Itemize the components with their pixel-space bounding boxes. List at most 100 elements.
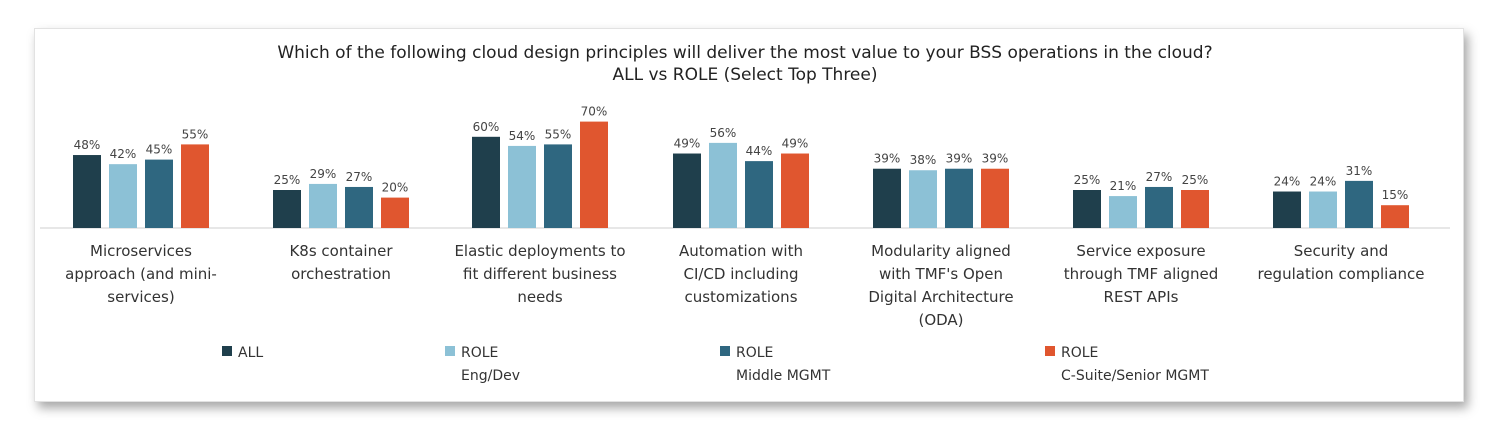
legend-label-1: ALL [238, 345, 263, 361]
chart-subtitle: ALL vs ROLE (Select Top Three) [612, 65, 877, 85]
value-label-5-4: 39% [982, 152, 1009, 166]
value-label-1-3: 45% [146, 143, 173, 157]
category-label-line: services) [107, 288, 174, 306]
category-label-5: Modularity aligned with TMF's Open Digital… [868, 242, 1013, 329]
bar-7-series-2 [1309, 191, 1337, 228]
category-label-line: Automation with [679, 242, 803, 260]
category-label-line: Digital Architecture [868, 288, 1013, 306]
value-label-7-3: 31% [1346, 164, 1373, 178]
category-label-line: orchestration [291, 265, 391, 283]
bar-6-series-4 [1181, 190, 1209, 228]
bar-3-series-3 [544, 144, 572, 228]
bar-2-series-2 [309, 183, 337, 228]
category-label-line: Security and [1294, 242, 1389, 260]
value-label-3-3: 55% [545, 127, 572, 141]
legend-swatch-1 [222, 346, 232, 356]
category-label-line: K8s container [289, 242, 393, 260]
category-label-line: through TMF aligned [1064, 265, 1219, 283]
legend-label-2: ROLE Eng/Dev [461, 345, 520, 384]
bar-5-series-3 [945, 168, 973, 228]
bar-7-series-1 [1273, 191, 1301, 228]
value-label-6-4: 25% [1182, 173, 1209, 187]
bar-4-series-4 [781, 153, 809, 228]
category-label-6: Service exposure through TMF aligned REST … [1064, 242, 1219, 306]
bar-3-series-1 [472, 136, 500, 228]
bar-4-series-3 [745, 161, 773, 228]
bar-3-series-4 [580, 121, 608, 228]
bar-6-series-2 [1109, 196, 1137, 228]
legend-label-3: ROLE Middle MGMT [736, 345, 831, 384]
bar-3-series-2 [508, 145, 536, 228]
category-label-4: Automation with CI/CD including customizat… [679, 242, 803, 306]
legend-swatch-3 [720, 346, 730, 356]
category-label-line: CI/CD including [683, 265, 798, 283]
bar-4-series-1 [673, 153, 701, 228]
legend-label-line: Eng/Dev [461, 368, 520, 384]
category-label-line: Microservices [90, 242, 192, 260]
category-label-line: regulation compliance [1257, 265, 1424, 283]
legend-label-line: C-Suite/Senior MGMT [1061, 368, 1209, 384]
legend-label-line: ALL [238, 345, 263, 361]
chart-title: Which of the following cloud design prin… [277, 43, 1212, 63]
bar-2-series-3 [345, 186, 373, 228]
bar-1-series-3 [145, 159, 173, 228]
legend-label-line: Middle MGMT [736, 368, 831, 384]
bar-1-series-4 [181, 144, 209, 228]
category-label-line: with TMF's Open [879, 265, 1003, 283]
bar-5-series-2 [909, 170, 937, 228]
category-label-3: Elastic deployments to fit different busi… [454, 242, 625, 306]
legend-label-line: ROLE [1061, 345, 1098, 361]
value-label-7-2: 24% [1310, 175, 1337, 189]
bar-2-series-4 [381, 197, 409, 228]
value-label-7-1: 24% [1274, 175, 1301, 189]
value-label-3-1: 60% [473, 120, 500, 134]
bar-1-series-1 [73, 155, 101, 228]
value-label-2-4: 20% [382, 181, 409, 195]
bar-4-series-2 [709, 142, 737, 228]
bar-5-series-1 [873, 168, 901, 228]
value-label-2-3: 27% [346, 170, 373, 184]
category-label-line: Elastic deployments to [454, 242, 625, 260]
value-label-6-2: 21% [1110, 179, 1137, 193]
bar-1-series-2 [109, 164, 137, 228]
legend-label-line: ROLE [736, 345, 773, 361]
category-label-line: fit different business [463, 265, 617, 283]
value-label-4-1: 49% [674, 137, 701, 151]
value-label-6-3: 27% [1146, 170, 1173, 184]
category-label-1: Microservices approach (and mini-services… [65, 242, 217, 306]
category-label-line: Modularity aligned [871, 242, 1011, 260]
bar-7-series-4 [1381, 205, 1409, 228]
bar-6-series-3 [1145, 186, 1173, 228]
value-label-7-4: 15% [1382, 188, 1409, 202]
value-label-4-3: 44% [746, 144, 773, 158]
value-label-3-2: 54% [509, 129, 536, 143]
legend-label-4: ROLE C-Suite/Senior MGMT [1061, 345, 1209, 384]
category-label-line: needs [517, 288, 562, 306]
category-label-line: approach (and mini- [65, 265, 217, 283]
value-label-2-2: 29% [310, 167, 337, 181]
legend-swatch-2 [445, 346, 455, 356]
category-label-line: customizations [684, 288, 797, 306]
value-label-5-1: 39% [874, 152, 901, 166]
category-label-line: REST APIs [1104, 288, 1179, 306]
bar-6-series-1 [1073, 190, 1101, 228]
bar-7-series-3 [1345, 180, 1373, 228]
value-label-1-4: 55% [182, 127, 209, 141]
value-label-3-4: 70% [581, 105, 608, 119]
category-label-7: Security and regulation compliance [1257, 242, 1424, 283]
value-label-2-1: 25% [274, 173, 301, 187]
value-label-5-3: 39% [946, 152, 973, 166]
category-label-line: (ODA) [918, 311, 963, 329]
value-label-1-1: 48% [74, 138, 101, 152]
legend-swatch-4 [1045, 346, 1055, 356]
bar-2-series-1 [273, 190, 301, 228]
legend-label-line: ROLE [461, 345, 498, 361]
category-label-2: K8s container orchestration [289, 242, 393, 283]
bar-5-series-4 [981, 168, 1009, 228]
value-label-1-2: 42% [110, 147, 137, 161]
value-label-6-1: 25% [1074, 173, 1101, 187]
value-label-5-2: 38% [910, 153, 937, 167]
value-label-4-2: 56% [710, 126, 737, 140]
category-label-line: Service exposure [1076, 242, 1205, 260]
